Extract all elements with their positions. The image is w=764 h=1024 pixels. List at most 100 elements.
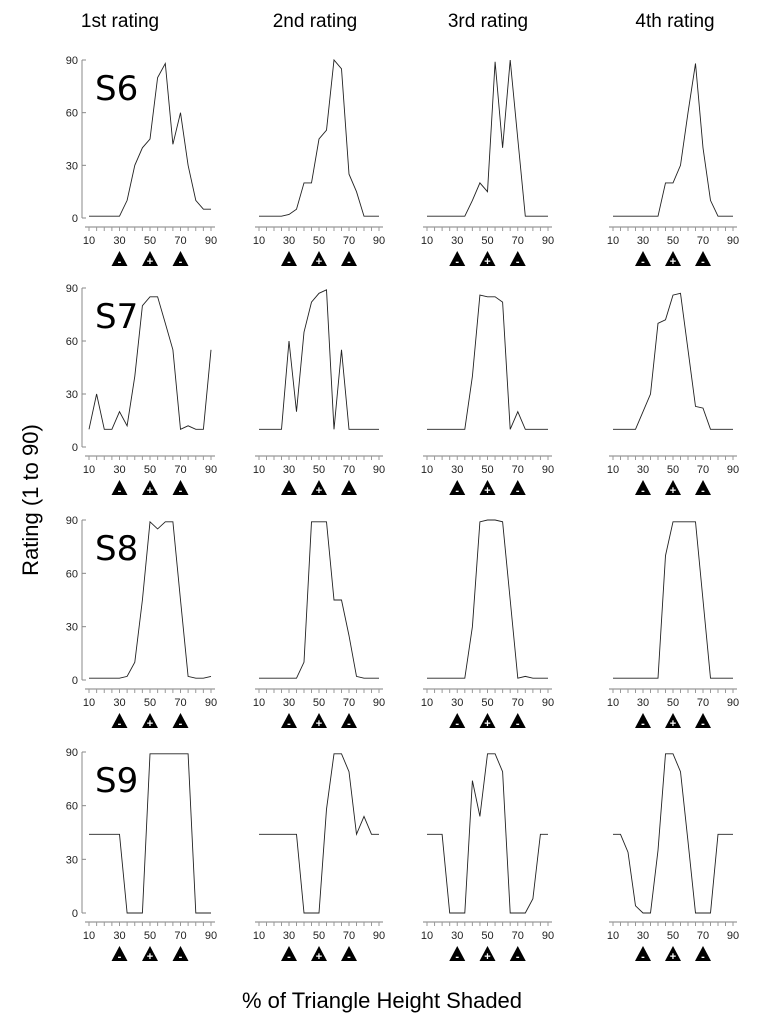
triangle-marker-icon <box>311 946 327 961</box>
x-tick-label: 10 <box>253 464 265 476</box>
x-tick-label: 70 <box>174 697 186 709</box>
x-tick-label: 30 <box>113 235 125 247</box>
x-tick-label: 70 <box>697 930 709 942</box>
x-tick-label: 50 <box>481 697 493 709</box>
y-tick-label: 0 <box>72 213 78 225</box>
x-tick-label: 70 <box>512 235 524 247</box>
x-tick-label: 50 <box>313 697 325 709</box>
x-tick-label: 90 <box>373 697 385 709</box>
triangle-marker-symbol: - <box>701 951 705 963</box>
x-tick-label: 10 <box>83 464 95 476</box>
triangle-marker-icon <box>479 713 496 728</box>
x-tick-label: 90 <box>727 464 739 476</box>
triangle-marker-symbol: - <box>287 951 291 963</box>
triangle-marker-symbol: - <box>347 718 351 730</box>
triangle-marker-icon <box>281 251 297 266</box>
x-tick-label: 50 <box>481 235 493 247</box>
x-tick-label: 10 <box>607 930 619 942</box>
x-tick-label: 70 <box>697 235 709 247</box>
y-tick-label: 90 <box>66 55 78 67</box>
x-tick-label: 30 <box>113 930 125 942</box>
triangle-marker-symbol: - <box>641 256 645 268</box>
x-tick-label: 50 <box>144 697 156 709</box>
triangle-marker-icon <box>341 946 357 961</box>
triangle-marker-symbol: + <box>484 718 490 730</box>
triangle-marker-symbol: - <box>287 485 291 497</box>
y-tick-label: 0 <box>72 442 78 454</box>
x-tick-label: 50 <box>667 464 679 476</box>
triangle-marker-icon <box>311 713 327 728</box>
triangle-marker-symbol: - <box>455 485 459 497</box>
y-tick-label: 0 <box>72 908 78 920</box>
triangle-marker-symbol: - <box>516 256 520 268</box>
x-tick-label: 90 <box>542 930 554 942</box>
triangle-marker-symbol: - <box>701 718 705 730</box>
triangle-marker-icon <box>111 713 128 728</box>
triangle-marker-symbol: - <box>179 256 183 268</box>
x-tick-label: 70 <box>174 464 186 476</box>
triangle-marker-symbol: - <box>179 951 183 963</box>
x-tick-label: 10 <box>253 235 265 247</box>
series-line-S8-1 <box>89 520 212 679</box>
y-tick-label: 60 <box>66 336 78 348</box>
triangle-marker-symbol: - <box>516 951 520 963</box>
series-line-S6-4 <box>613 63 733 217</box>
y-axis-title: Rating (1 to 90) <box>18 424 43 576</box>
triangle-marker-icon <box>142 946 158 961</box>
row-label: S7 <box>95 297 138 337</box>
triangle-marker-symbol: - <box>455 256 459 268</box>
triangle-marker-icon <box>509 480 526 495</box>
triangle-marker-symbol: + <box>147 951 153 963</box>
x-tick-label: 30 <box>637 930 649 942</box>
x-tick-label: 10 <box>607 464 619 476</box>
triangle-marker-symbol: - <box>118 951 122 963</box>
triangle-marker-icon <box>172 251 189 266</box>
x-tick-label: 70 <box>512 930 524 942</box>
x-tick-label: 90 <box>542 464 554 476</box>
row-label: S9 <box>95 761 138 801</box>
x-tick-label: 90 <box>205 235 217 247</box>
x-tick-label: 50 <box>313 235 325 247</box>
x-tick-label: 50 <box>313 464 325 476</box>
triangle-marker-icon <box>635 946 651 961</box>
y-tick-label: 30 <box>66 389 78 401</box>
series-line-S9-3 <box>427 753 548 914</box>
x-tick-label: 50 <box>481 930 493 942</box>
triangle-marker-icon <box>695 713 711 728</box>
y-tick-label: 30 <box>66 854 78 866</box>
triangle-marker-icon <box>142 480 158 495</box>
x-tick-label: 90 <box>373 235 385 247</box>
triangle-marker-symbol: + <box>670 485 676 497</box>
x-tick-label: 90 <box>373 930 385 942</box>
y-tick-label: 0 <box>72 675 78 687</box>
triangle-marker-symbol: + <box>484 485 490 497</box>
x-tick-label: 70 <box>343 464 355 476</box>
column-title: 1st rating <box>81 11 159 32</box>
series-line-S7-2 <box>259 289 379 430</box>
triangle-marker-symbol: - <box>118 256 122 268</box>
triangle-marker-symbol: - <box>287 718 291 730</box>
y-tick-label: 90 <box>66 747 78 759</box>
triangle-marker-icon <box>172 713 189 728</box>
triangle-marker-symbol: + <box>147 256 153 268</box>
x-tick-label: 30 <box>283 464 295 476</box>
column-title: 4th rating <box>635 11 714 32</box>
triangle-marker-icon <box>449 480 466 495</box>
triangle-marker-symbol: + <box>147 718 153 730</box>
x-tick-label: 90 <box>205 930 217 942</box>
x-tick-label: 90 <box>542 697 554 709</box>
y-tick-label: 60 <box>66 108 78 120</box>
x-tick-label: 30 <box>451 697 463 709</box>
x-tick-label: 10 <box>83 235 95 247</box>
series-line-S7-4 <box>613 292 733 430</box>
triangle-marker-icon <box>635 251 651 266</box>
triangle-marker-symbol: - <box>179 718 183 730</box>
triangle-marker-symbol: + <box>316 485 322 497</box>
y-tick-label: 30 <box>66 160 78 172</box>
triangle-marker-icon <box>665 713 681 728</box>
triangle-marker-icon <box>479 251 496 266</box>
triangle-marker-symbol: - <box>347 485 351 497</box>
triangle-marker-symbol: - <box>118 718 122 730</box>
triangle-marker-icon <box>111 251 128 266</box>
